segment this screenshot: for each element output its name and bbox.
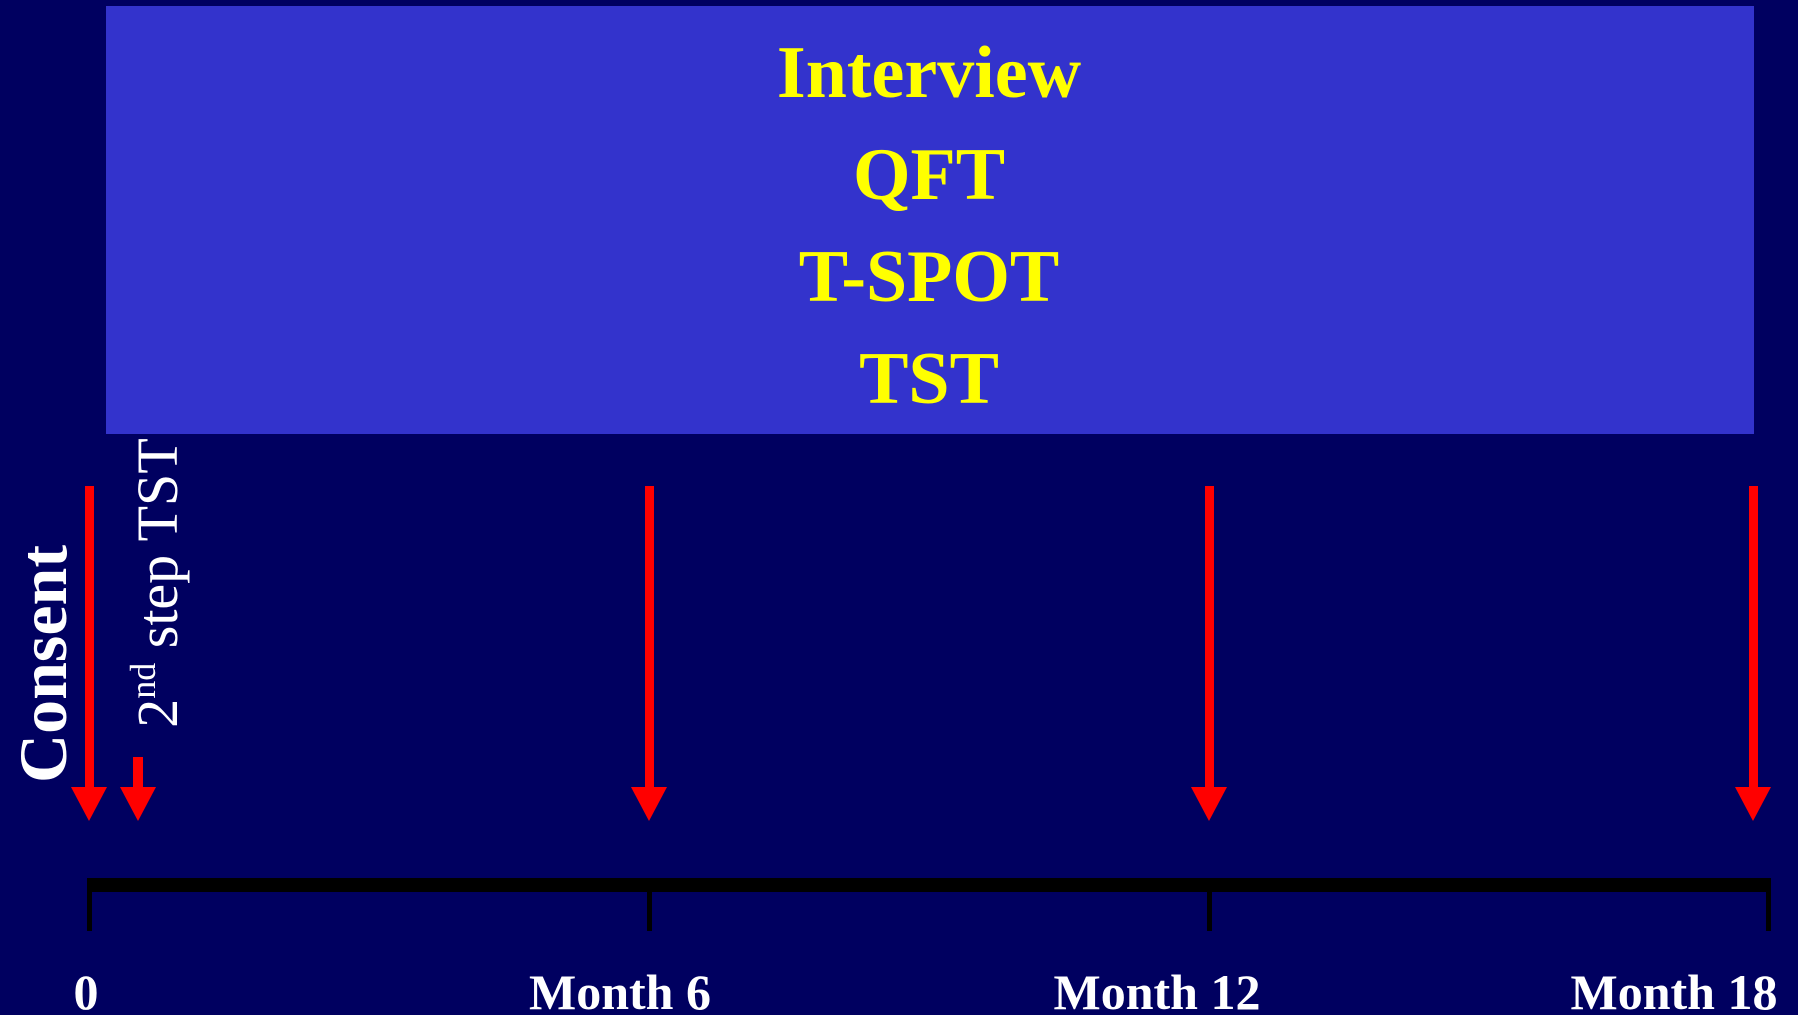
arrow-head xyxy=(1735,787,1771,821)
consent-label: Consent xyxy=(5,545,81,783)
timeline-label: Month 12 xyxy=(1054,964,1261,1015)
timeline-tick xyxy=(87,878,92,931)
arrow-shaft xyxy=(645,486,654,788)
timeline-bar xyxy=(87,878,1771,892)
timeline-tick xyxy=(1207,878,1212,931)
timeline-label: Month 18 xyxy=(1571,964,1778,1015)
ordinal: 2 xyxy=(125,699,190,728)
arrow-head xyxy=(120,787,156,821)
timeline-label: 0 xyxy=(74,964,99,1015)
box-line: T-SPOT xyxy=(799,236,1059,318)
second-step-label: 2nd step TST xyxy=(123,438,190,728)
timeline xyxy=(87,878,1771,931)
second-step-text: step TST xyxy=(125,438,190,663)
arrow-shaft xyxy=(85,486,94,788)
timeline-labels: 0 Month 6 Month 12 Month 18 xyxy=(74,964,1778,1015)
timeline-tick xyxy=(1766,878,1771,931)
box-line: TST xyxy=(859,338,999,420)
arrow-head xyxy=(71,787,107,821)
timeline-label: Month 6 xyxy=(529,964,711,1015)
box-line: QFT xyxy=(853,134,1005,216)
arrow-shaft xyxy=(1205,486,1214,788)
arrow-head xyxy=(631,787,667,821)
arrow-head xyxy=(1191,787,1227,821)
box-line: Interview xyxy=(777,32,1082,114)
timeline-tick xyxy=(647,878,652,931)
ordinal-suffix: nd xyxy=(123,663,163,699)
box-lines: Interview QFT T-SPOT TST xyxy=(777,32,1082,420)
arrow-shaft xyxy=(133,757,143,788)
arrow-shaft xyxy=(1749,486,1758,788)
arrows xyxy=(71,486,1771,821)
test-box xyxy=(106,6,1754,434)
